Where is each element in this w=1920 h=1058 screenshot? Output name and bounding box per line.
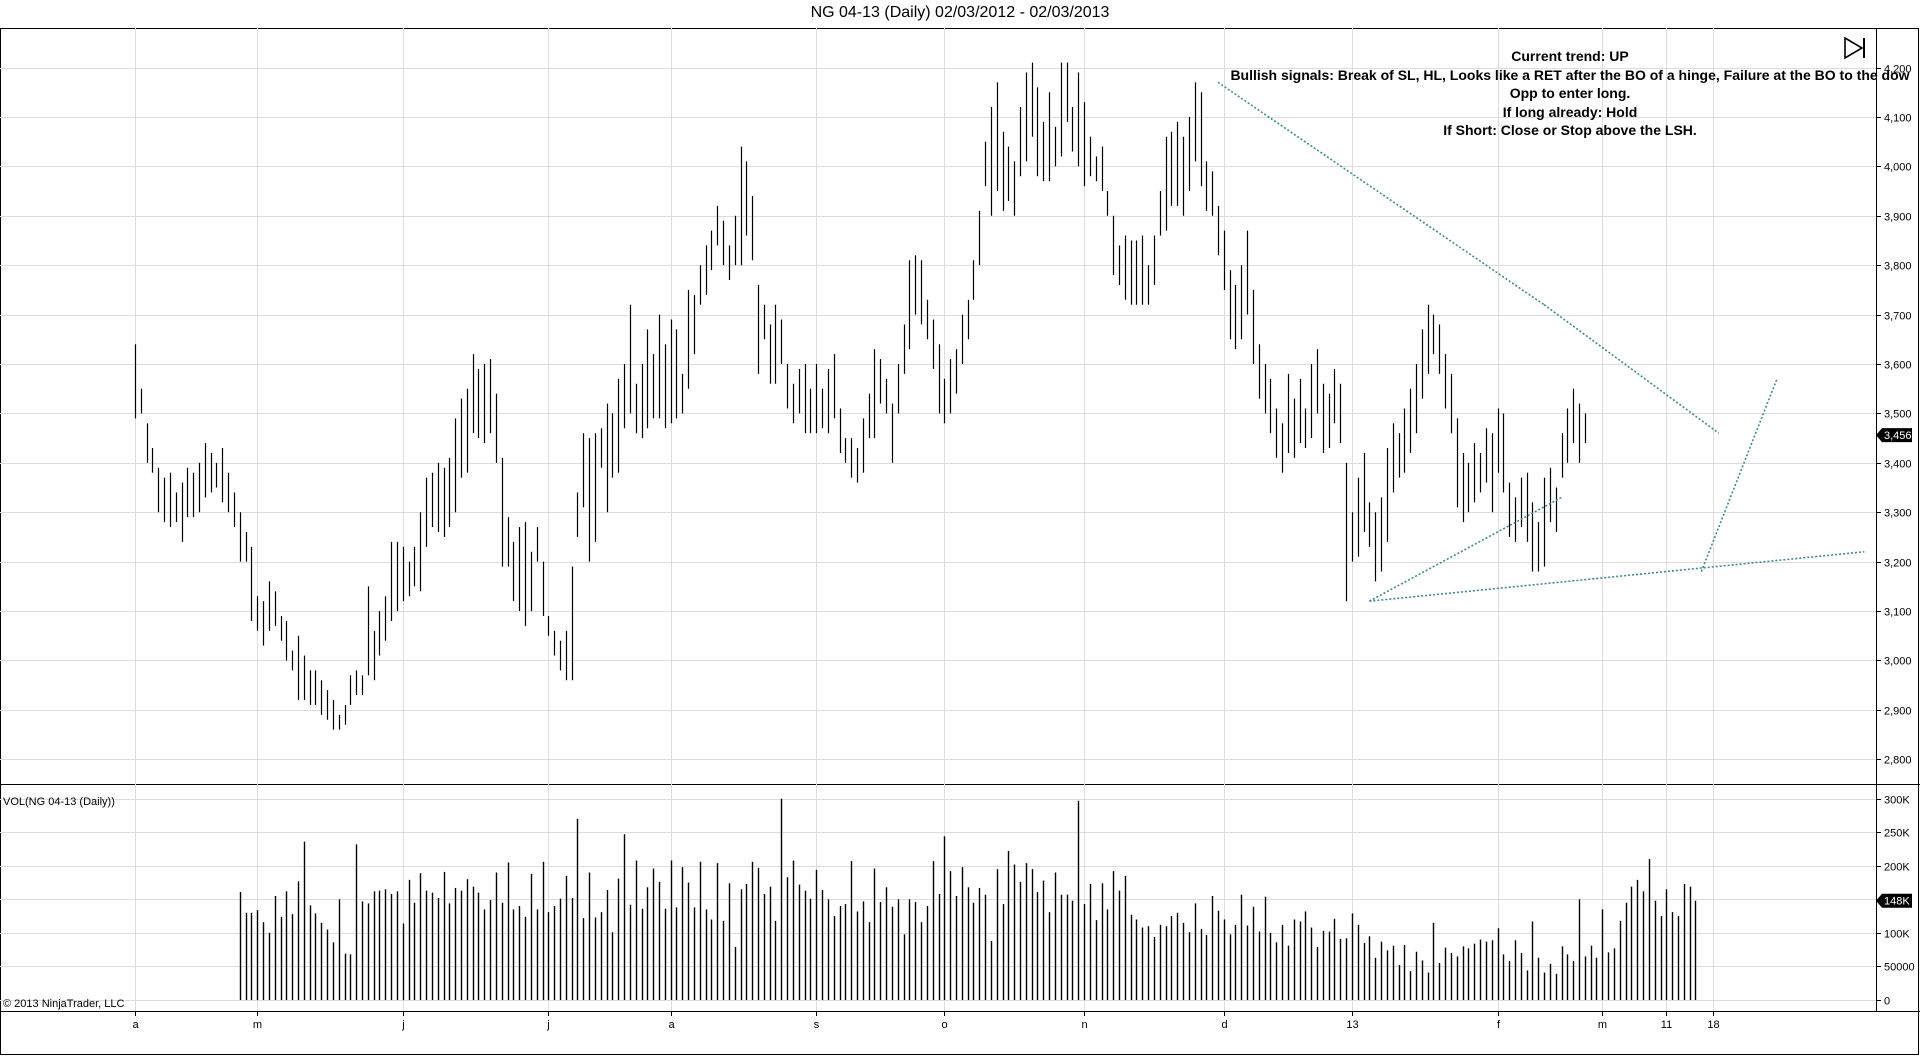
volume-tick-label: 300K bbox=[1884, 795, 1910, 807]
x-tick-label: a bbox=[132, 1019, 139, 1031]
annotation-line-short: If Short: Close or Stop above the LSH. bbox=[1443, 122, 1697, 138]
last-price-marker-shape bbox=[1876, 428, 1912, 443]
price-tick-label: 4,100 bbox=[1884, 113, 1912, 125]
last-volume-marker-label: 148K bbox=[1884, 896, 1910, 908]
price-tick-label: 3,900 bbox=[1884, 212, 1912, 224]
price-tick-label: 3,500 bbox=[1884, 409, 1912, 421]
x-tick-label: m bbox=[1598, 1019, 1607, 1031]
volume-tick-label: 200K bbox=[1884, 862, 1910, 874]
price-tick-label: 3,300 bbox=[1884, 508, 1912, 520]
chart-frame bbox=[0, 28, 1919, 1055]
last-volume-marker-shape bbox=[1876, 893, 1912, 908]
trendlines bbox=[1217, 81, 1865, 602]
grid-lines: a m j j a s o n d 13 f m 11 18 2,800 2,900 3,000 3,100 3,2… bbox=[0, 28, 1915, 1031]
volume-tick-label: 250K bbox=[1884, 828, 1910, 840]
trendline bbox=[1217, 81, 1545, 306]
x-tick-label: a bbox=[668, 1019, 675, 1031]
chart-title: NG 04-13 (Daily) 02/03/2012 - 02/03/2013 bbox=[810, 4, 1110, 21]
price-tick-label: 3,700 bbox=[1884, 311, 1912, 323]
x-tick-label: m bbox=[253, 1019, 262, 1031]
price-tick-label: 3,200 bbox=[1884, 558, 1912, 570]
trendline bbox=[1369, 550, 1865, 602]
x-tick-label: d bbox=[1221, 1019, 1227, 1031]
volume-tick-label: 0 bbox=[1884, 996, 1890, 1008]
volume-panel-label: VOL(NG 04-13 (Daily)) bbox=[3, 796, 115, 808]
x-tick-label: f bbox=[1497, 1019, 1501, 1031]
price-tick-label: 3,400 bbox=[1884, 459, 1912, 471]
price-tick-label: 3,800 bbox=[1884, 261, 1912, 273]
price-bars bbox=[134, 62, 1587, 730]
x-tick-label: 13 bbox=[1346, 1019, 1358, 1031]
x-tick-label: j bbox=[401, 1019, 404, 1031]
x-tick-label: j bbox=[546, 1019, 549, 1031]
copyright-text: © 2013 NinjaTrader, LLC bbox=[3, 998, 125, 1010]
volume-bars bbox=[239, 798, 1697, 1000]
skip-to-end-icon[interactable] bbox=[1843, 36, 1867, 60]
last-volume-marker: 148K bbox=[1876, 893, 1912, 908]
x-tick-label: n bbox=[1081, 1019, 1087, 1031]
annotation-line-signals: Bullish signals: Break of SL, HL, Looks … bbox=[1230, 66, 1910, 83]
price-tick-label: 2,900 bbox=[1884, 706, 1912, 718]
annotation-line-trend: Current trend: UP bbox=[1511, 48, 1629, 64]
annotation-line-long: If long already: Hold bbox=[1502, 103, 1638, 120]
annotation-line-opportunity: Opp to enter long. bbox=[1509, 85, 1631, 101]
price-tick-label: 3,000 bbox=[1884, 656, 1912, 668]
price-tick-label: 4,000 bbox=[1884, 162, 1912, 174]
trendline bbox=[1543, 304, 1720, 434]
x-tick-label: 18 bbox=[1707, 1019, 1719, 1031]
price-tick-label: 3,100 bbox=[1884, 607, 1912, 619]
price-tick-label: 3,600 bbox=[1884, 360, 1912, 372]
x-tick-label: 11 bbox=[1661, 1019, 1672, 1031]
x-tick-label: s bbox=[814, 1019, 820, 1031]
last-price-marker: 3,456 bbox=[1876, 428, 1912, 443]
x-tick-label: o bbox=[941, 1019, 947, 1031]
trendline bbox=[1369, 496, 1562, 602]
trade-annotation: Current trend: UP Bullish signals: Break… bbox=[1220, 47, 1920, 140]
last-price-marker-label: 3,456 bbox=[1884, 430, 1912, 442]
volume-tick-label: 100K bbox=[1884, 929, 1910, 941]
price-tick-label: 4,200 bbox=[1884, 64, 1912, 76]
trendline bbox=[1700, 378, 1778, 572]
volume-tick-label: 50000 bbox=[1884, 962, 1915, 974]
price-tick-label: 2,800 bbox=[1884, 755, 1912, 767]
